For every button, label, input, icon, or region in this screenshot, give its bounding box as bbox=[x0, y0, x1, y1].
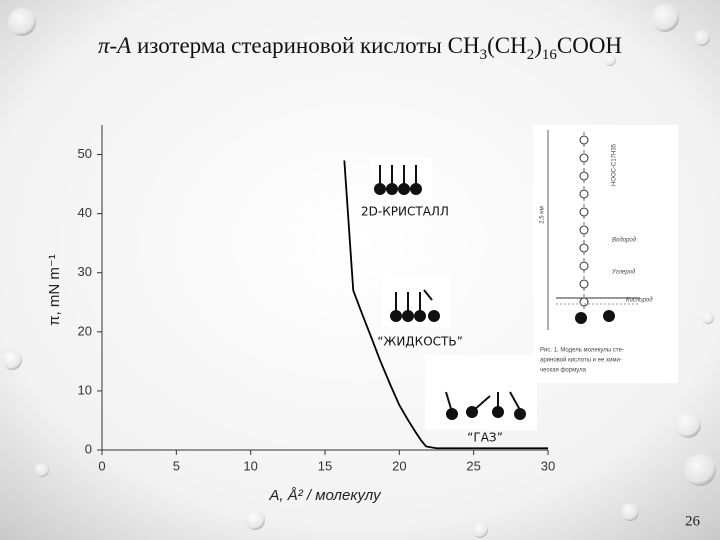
title-part: 2 bbox=[527, 47, 535, 63]
title-part: (CH bbox=[487, 33, 527, 58]
y-axis-label: π, mN m⁻¹ bbox=[46, 254, 63, 326]
annotation: “ГАЗ” bbox=[467, 431, 503, 445]
y-tick-label: 30 bbox=[78, 264, 92, 279]
slide-title: π-A изотерма стеариновой кислоты CH3(CH2… bbox=[98, 33, 622, 63]
title-part: ) bbox=[534, 33, 542, 58]
title-part: 16 bbox=[542, 47, 558, 63]
title-part: π-A bbox=[98, 33, 132, 58]
x-tick-label: 0 bbox=[98, 458, 105, 473]
inset-caption: ческая формула bbox=[540, 368, 587, 374]
annotation: “ЖИДКОСТЬ” bbox=[377, 335, 463, 349]
y-tick-label: 50 bbox=[78, 146, 92, 161]
inset-label: Водород bbox=[612, 238, 637, 244]
inset-caption: ариновой кислоты и ее хими- bbox=[540, 357, 622, 364]
annotation: 2D-КРИСТАЛЛ bbox=[361, 205, 449, 219]
title-part: изотерма стеариновой кислоты CH bbox=[131, 33, 479, 58]
y-tick-label: 20 bbox=[78, 323, 92, 338]
title-part: 3 bbox=[480, 47, 488, 63]
page-number: 26 bbox=[685, 513, 701, 529]
y-tick-label: 10 bbox=[78, 382, 92, 397]
title-part: COOH bbox=[557, 33, 622, 58]
x-tick-label: 10 bbox=[243, 458, 257, 473]
x-tick-label: 15 bbox=[318, 458, 332, 473]
inset-label: HOOC-C17H35 bbox=[612, 143, 618, 186]
droplets bbox=[2, 4, 716, 538]
x-tick-label: 20 bbox=[392, 458, 406, 473]
x-axis-label: A, Å² / молекулу bbox=[268, 487, 382, 504]
molecule-icons bbox=[370, 158, 537, 430]
inset-figure: 2,5 нм HOOC-C17H35 Водород Углерод Кисло… bbox=[533, 125, 678, 383]
inset-caption: Рис. 1. Модель молекулы сте- bbox=[540, 348, 624, 354]
y-tick-label: 40 bbox=[78, 205, 92, 220]
x-tick-label: 30 bbox=[541, 458, 555, 473]
inset-label: 2,5 нм bbox=[540, 206, 546, 223]
inset-label: Кислород bbox=[626, 298, 653, 304]
y-tick-label: 0 bbox=[85, 441, 92, 456]
x-tick-label: 25 bbox=[466, 458, 480, 473]
data-line bbox=[343, 160, 548, 450]
x-tick-label: 5 bbox=[173, 458, 180, 473]
inset-label: Углерод bbox=[611, 270, 636, 276]
